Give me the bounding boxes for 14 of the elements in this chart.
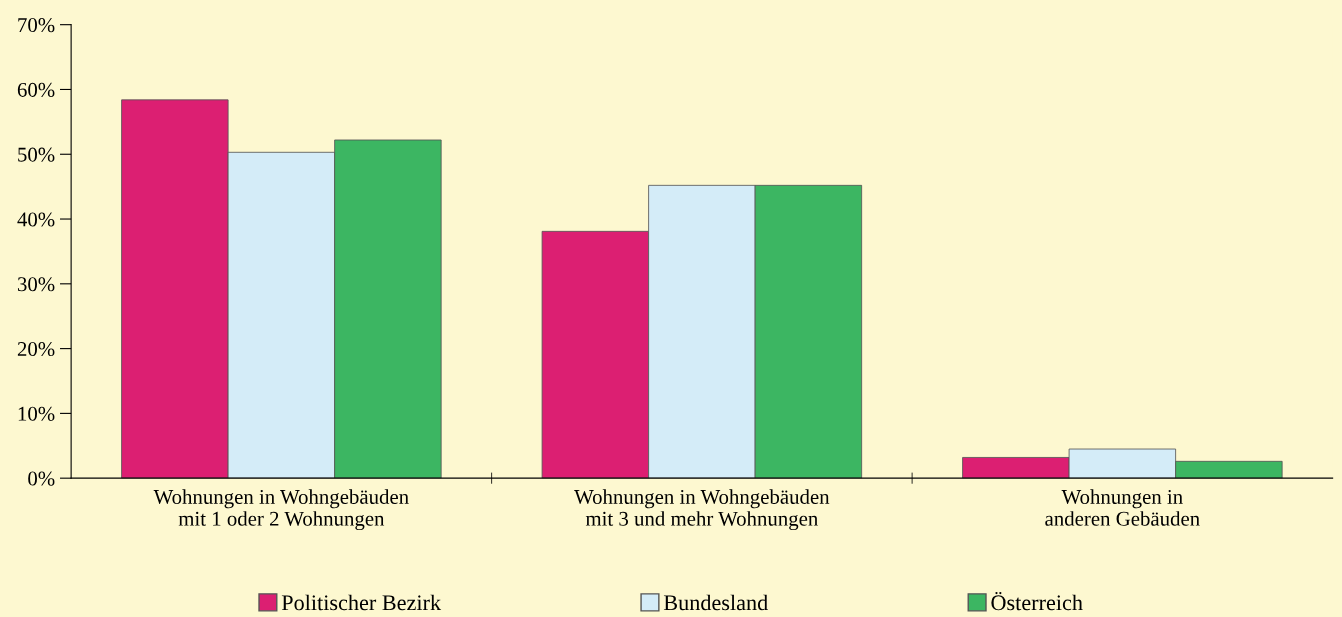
y-tick-label: 60% <box>17 82 55 97</box>
y-tick-label: 70% <box>18 18 55 33</box>
y-tick-label: 40% <box>17 212 55 227</box>
legend-label: Österreich <box>991 592 1083 611</box>
y-tick-label: 50% <box>18 147 55 162</box>
y-tick-label: 30% <box>17 277 55 292</box>
y-tick-label: 0% <box>28 471 55 486</box>
x-tick-label: Wohnungen in Wohngebäuden mit 1 oder 2 Wohnungen <box>153 489 409 531</box>
y-tick-label: 10% <box>18 406 55 421</box>
y-tick-label: 20% <box>17 341 55 357</box>
legend-label: Politischer Bezirk <box>281 594 442 611</box>
x-tick-label: Wohnungen in anderen Gebäuden <box>1045 489 1200 526</box>
legend-label: Bundesland <box>663 594 768 611</box>
x-tick-label: Wohnungen in Wohngebäuden mit 3 und mehr Wohnungen <box>574 489 830 531</box>
